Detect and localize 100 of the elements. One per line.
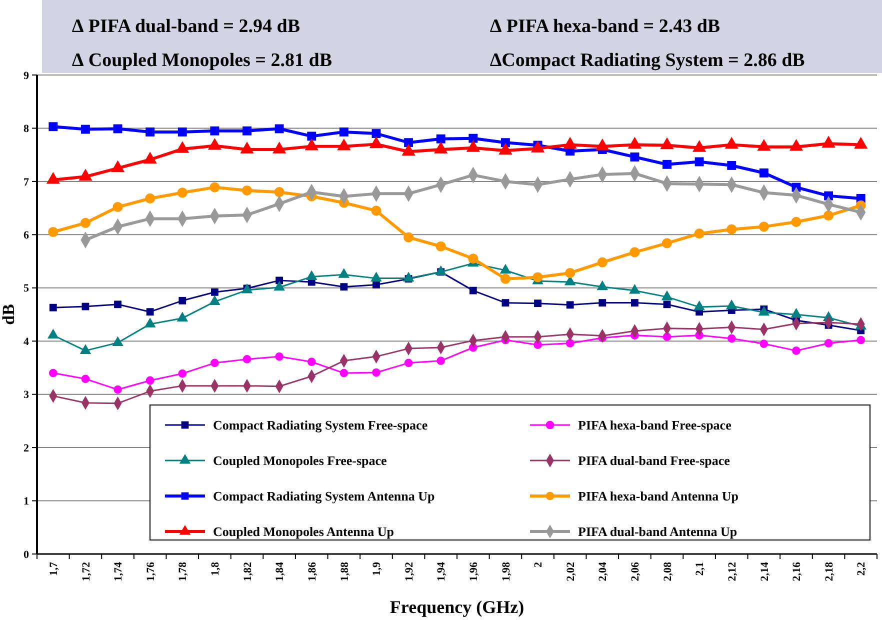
point: [759, 168, 768, 178]
x-tick-label: 1,98: [500, 562, 512, 582]
text: ∆Compact Radiating System = 2.86 dB: [490, 50, 806, 71]
point: [662, 332, 672, 342]
point: [791, 216, 802, 227]
x-tick-label: 2,16: [791, 562, 804, 582]
x-tick-label: 2: [532, 562, 545, 568]
point: [48, 368, 58, 378]
point: [372, 368, 380, 377]
x-tick-label: 1,8: [210, 562, 222, 576]
point: [824, 339, 833, 348]
point: [146, 127, 155, 136]
point: [534, 300, 542, 308]
point: [80, 218, 91, 228]
point: [81, 374, 90, 384]
legend-label: PIFA dual-band Antenna Up: [578, 524, 738, 540]
point: [274, 187, 284, 198]
y-tick-label: 8: [24, 123, 30, 136]
point: [210, 288, 218, 296]
x-tick-label: 1,78: [177, 562, 190, 582]
x-tick-label: 1,84: [274, 562, 286, 582]
point: [178, 369, 187, 378]
point: [307, 358, 316, 366]
point: [114, 300, 122, 308]
point: [307, 132, 316, 141]
point: [48, 122, 58, 132]
legend-label: Compact Radiating System Free-space: [213, 418, 428, 433]
point: [436, 241, 446, 252]
point: [372, 280, 380, 288]
x-tick-label: 2,18: [823, 562, 836, 582]
point: [726, 224, 737, 234]
point: [629, 284, 640, 294]
point: [114, 385, 122, 394]
point: [566, 339, 574, 348]
point: [758, 222, 769, 232]
point: [565, 268, 576, 278]
point: [370, 272, 382, 282]
point: [242, 185, 252, 196]
point: [178, 127, 187, 136]
x-tick-label: 2,14: [758, 562, 771, 582]
x-axis-title: Frequency (GHz): [390, 597, 524, 617]
x-tick-label: 1,82: [242, 562, 254, 582]
point: [146, 376, 154, 385]
x-tick-label: 1,72: [80, 562, 92, 582]
point: [242, 355, 252, 364]
point: [210, 358, 219, 368]
point: [339, 127, 348, 136]
point: [145, 193, 156, 204]
point: [404, 358, 413, 368]
y-axis-title: dB: [0, 304, 18, 325]
point: [340, 368, 348, 378]
point: [760, 340, 768, 348]
point: [48, 226, 58, 238]
point: [630, 247, 640, 258]
point: [758, 306, 770, 316]
point: [48, 328, 59, 339]
point: [502, 299, 510, 306]
x-tick-label: 1,96: [468, 562, 480, 582]
point: [694, 228, 704, 239]
point: [144, 318, 156, 328]
point: [112, 202, 123, 212]
point: [338, 268, 350, 278]
legend-label: Compact Radiating System Antenna Up: [213, 488, 435, 504]
x-tick-label: 1,76: [144, 562, 157, 582]
text: ∆ PIFA hexa-band = 2.43 dB: [490, 16, 720, 37]
point: [694, 300, 705, 310]
legend-label: PIFA hexa-band Free-space: [578, 418, 732, 433]
point: [727, 161, 736, 170]
point: [663, 300, 671, 308]
point: [274, 124, 284, 134]
y-tick-label: 6: [24, 230, 30, 242]
x-tick-label: 1,86: [306, 562, 318, 582]
point: [694, 157, 704, 166]
x-tick-label: 2,02: [564, 562, 577, 582]
point: [566, 301, 574, 309]
x-tick-label: 2,1: [694, 562, 706, 576]
x-tick-label: 1,74: [112, 562, 125, 582]
point: [436, 134, 446, 144]
point: [178, 296, 186, 304]
x-tick-label: 2,08: [662, 562, 674, 582]
y-tick-label: 5: [24, 282, 30, 295]
y-tick-label: 3: [24, 389, 30, 402]
x-tick-label: 1,9: [371, 562, 384, 576]
point: [500, 274, 511, 284]
text: ∆ PIFA dual-band = 2.94 dB: [72, 16, 300, 37]
point: [49, 304, 57, 312]
point: [500, 264, 512, 274]
point: [113, 124, 122, 134]
y-tick-label: 0: [24, 548, 30, 561]
point: [662, 160, 672, 169]
point: [146, 308, 154, 316]
point: [403, 232, 414, 242]
point: [274, 280, 285, 291]
x-tick-label: 2,12: [726, 562, 738, 582]
point: [597, 257, 608, 268]
y-tick-label: 2: [24, 442, 30, 454]
point: [598, 299, 606, 306]
y-tick-label: 4: [24, 336, 30, 348]
point: [210, 126, 220, 136]
point: [727, 334, 736, 343]
